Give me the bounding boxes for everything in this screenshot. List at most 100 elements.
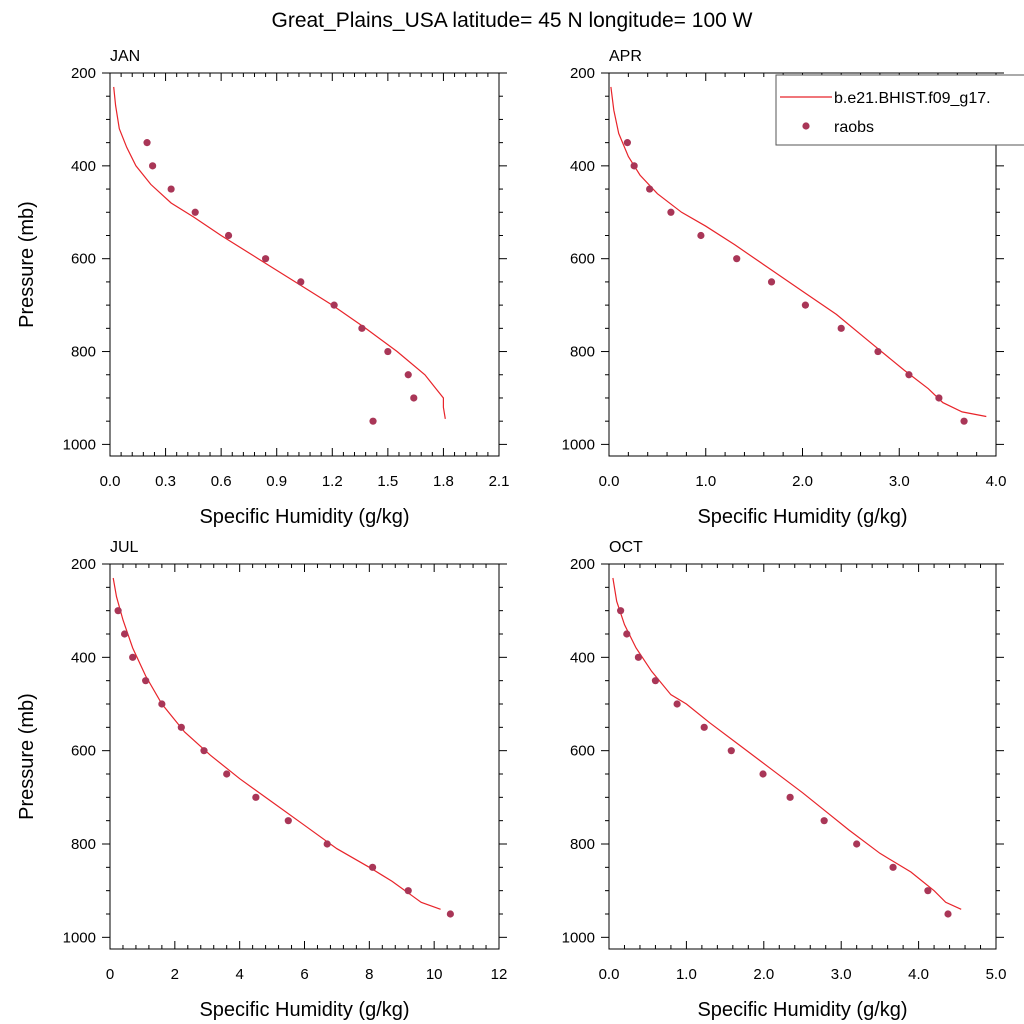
- y-tick-label: 400: [71, 649, 96, 666]
- raobs-point: [697, 231, 705, 240]
- raobs-point: [786, 793, 794, 801]
- raobs-point: [617, 607, 625, 615]
- y-tick-label: 1000: [562, 929, 595, 946]
- legend-box: [775, 74, 1024, 146]
- panel-jul: JUL 0 2 4 6 8 10 12 200 400 600 800 1000 Specific Hum…: [16, 539, 507, 1021]
- raobs-point: [410, 394, 418, 402]
- x-tick-label: 2.1: [489, 473, 510, 490]
- x-tick-label: 0: [106, 966, 114, 983]
- plot-frame: [109, 72, 500, 457]
- panel-label: JAN: [110, 48, 140, 65]
- y-tick-label: 400: [71, 158, 96, 175]
- model-line: [610, 86, 987, 418]
- raobs-point: [252, 793, 260, 801]
- y-tick-label: 1000: [63, 929, 96, 946]
- raobs-point: [191, 208, 199, 216]
- x-tick-label: 2: [171, 966, 179, 983]
- model-line: [112, 577, 441, 910]
- raobs-point: [924, 887, 932, 895]
- x-tick-label: 1.2: [322, 473, 343, 490]
- y-tick-label: 1000: [63, 436, 96, 453]
- y-axis-label: Pressure (mb): [16, 693, 38, 820]
- raobs-point: [330, 301, 338, 309]
- x-tick-label: 4: [235, 966, 243, 983]
- raobs-point: [889, 863, 897, 871]
- y-tick-label: 800: [570, 344, 595, 361]
- raobs-point: [960, 417, 968, 425]
- raobs-point: [404, 887, 412, 895]
- x-tick-label: 2.0: [753, 966, 774, 983]
- raobs-point: [369, 417, 377, 425]
- raobs-point: [223, 770, 231, 778]
- y-tick-label: 200: [570, 556, 595, 573]
- raobs-point: [935, 394, 943, 402]
- raobs-point: [874, 347, 882, 356]
- raobs-point: [820, 817, 828, 825]
- raobs-point: [158, 700, 166, 708]
- legend-line-label: b.e21.BHIST.f09_g17.: [834, 90, 991, 107]
- raobs-point: [853, 840, 861, 848]
- plot-frame: [109, 563, 500, 950]
- x-tick-label: 0.9: [266, 473, 287, 490]
- x-tick-label: 2.0: [792, 473, 813, 490]
- figure-title: Great_Plains_USA latitude= 45 N longitud…: [272, 9, 753, 32]
- plot-frame: [608, 563, 997, 950]
- x-tick-label: 0.6: [211, 473, 232, 490]
- raobs-point: [143, 139, 151, 147]
- legend-marker-swatch: [802, 122, 810, 130]
- x-tick-label: 0.0: [100, 473, 121, 490]
- x-tick-label: 12: [491, 966, 508, 983]
- legend: b.e21.BHIST.f09_g17.raobs: [775, 74, 1024, 146]
- raobs-point: [284, 817, 292, 825]
- raobs-point: [177, 723, 185, 731]
- legend-marker-label: raobs: [834, 119, 874, 136]
- y-tick-label: 600: [570, 743, 595, 760]
- raobs-point: [759, 770, 767, 778]
- raobs-point: [623, 139, 631, 147]
- raobs-point: [297, 278, 305, 286]
- raobs-point: [446, 910, 454, 918]
- raobs-point: [200, 747, 208, 755]
- y-tick-label: 800: [570, 836, 595, 853]
- x-tick-label: 4.0: [986, 473, 1007, 490]
- raobs-point: [837, 324, 845, 332]
- raobs-point: [667, 208, 675, 216]
- raobs-point: [944, 910, 952, 918]
- raobs-point: [149, 162, 157, 170]
- y-tick-label: 400: [570, 649, 595, 666]
- panel-label: APR: [609, 48, 642, 65]
- y-tick-label: 600: [570, 251, 595, 268]
- raobs-point: [801, 301, 810, 309]
- raobs-point: [634, 653, 643, 661]
- model-line: [612, 577, 962, 910]
- y-axis-label: Pressure (mb): [16, 201, 38, 328]
- raobs-point: [384, 347, 392, 356]
- panels: JAN 0.0 0.3 0.6 0.9 1.2 1.5 1.8 2.1 200 400 600 800 1…: [16, 48, 1006, 1021]
- raobs-point: [727, 747, 735, 755]
- x-axis-label: Specific Humidity (g/kg): [199, 999, 409, 1021]
- raobs-point: [651, 677, 660, 685]
- y-tick-label: 200: [71, 65, 96, 82]
- raobs-point: [142, 677, 150, 685]
- x-tick-label: 8: [365, 966, 373, 983]
- raobs-point: [224, 231, 233, 240]
- raobs-point: [733, 255, 741, 263]
- y-tick-label: 200: [71, 556, 96, 573]
- x-axis-label: Specific Humidity (g/kg): [697, 999, 907, 1021]
- raobs-point: [129, 653, 137, 661]
- y-tick-label: 800: [71, 344, 96, 361]
- x-tick-label: 5.0: [986, 966, 1007, 983]
- panel-label: JUL: [110, 539, 139, 556]
- panel-apr: APR 0.0 1.0 2.0 3.0 4.0 200 400 600 800 1000 Specif…: [562, 48, 1007, 528]
- x-tick-label: 4.0: [908, 966, 929, 983]
- y-tick-label: 600: [71, 743, 96, 760]
- raobs-point: [358, 324, 366, 332]
- x-tick-label: 3.0: [831, 966, 852, 983]
- x-tick-label: 0.0: [599, 473, 620, 490]
- x-tick-label: 1.0: [676, 966, 697, 983]
- y-tick-label: 800: [71, 836, 96, 853]
- x-axis-label: Specific Humidity (g/kg): [697, 506, 907, 528]
- panel-jan: JAN 0.0 0.3 0.6 0.9 1.2 1.5 1.8 2.1 200 400 600 800 1…: [16, 48, 509, 528]
- raobs-point: [905, 371, 913, 379]
